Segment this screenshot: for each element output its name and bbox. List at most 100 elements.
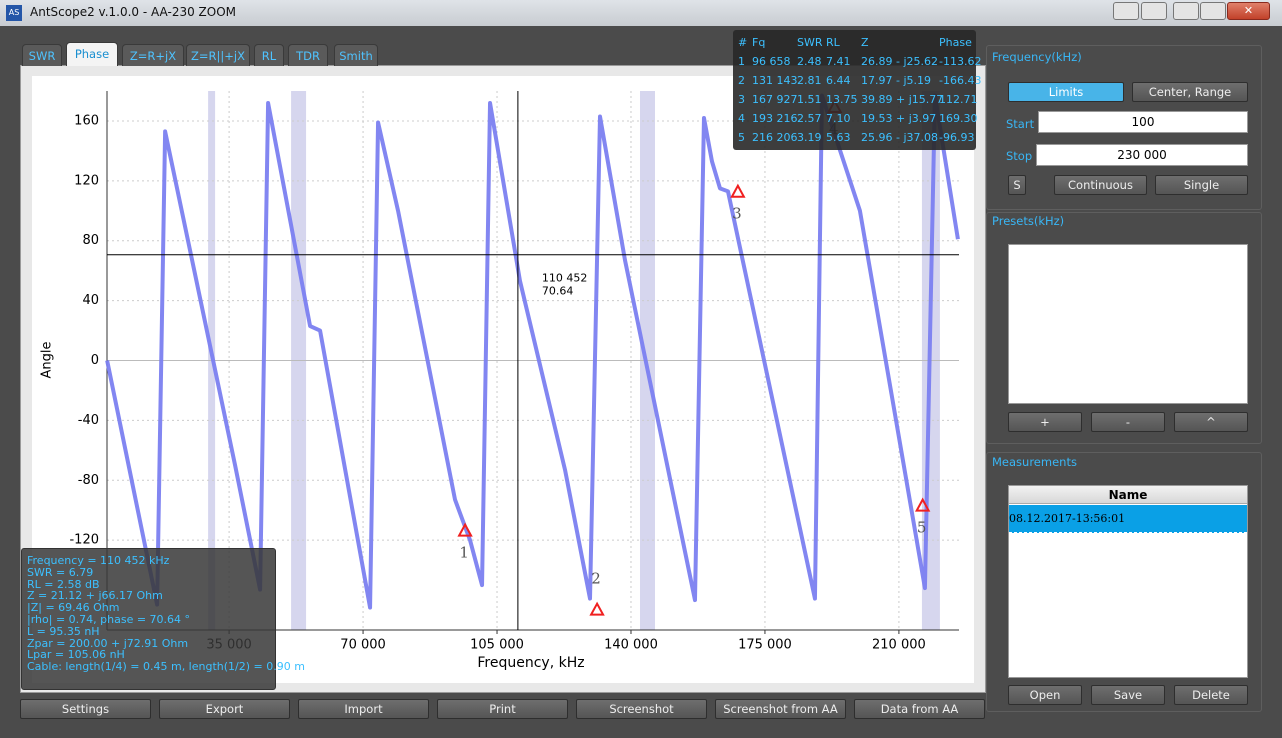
marker-table-cell: 4 [738,112,745,125]
minimize-button[interactable] [1173,2,1199,20]
app-icon: AS [6,5,22,21]
marker-table-cell: 112.71 [939,93,978,106]
measurement-button[interactable]: Delete [1174,685,1248,705]
cursor-info-panel: Frequency = 110 452 kHz SWR = 6.79 RL = 2.… [21,548,305,690]
x-tick-label: 175 000 [738,638,792,653]
marker-table-header: Phase [939,36,972,49]
marker-table-cell: 169.30 [939,112,978,125]
y-axis-title: Angle [40,342,55,379]
y-tick-label: 0 [91,353,99,368]
data-line [105,93,960,610]
marker-table-cell: 96 658 [752,55,791,68]
help-button[interactable] [1141,2,1167,20]
s-button[interactable]: S [1008,175,1026,195]
preset-button[interactable]: + [1008,412,1082,432]
start-input[interactable]: 100 [1038,111,1248,133]
marker [589,601,605,616]
info-line: Zpar = 200.00 + j72.91 Ohm [27,636,189,650]
marker-table-header: RL [826,36,840,49]
x-axis-title: Frequency, kHz [477,655,584,671]
toolbar-button[interactable]: Import [298,699,429,719]
tab[interactable]: Smith [334,44,378,66]
tab[interactable]: Phase [66,42,118,66]
tab[interactable]: RL [254,44,284,66]
toolbar-button[interactable]: Export [159,699,290,719]
info-line: |Z| = 69.46 Ohm [27,601,120,615]
x-tick-label: 210 000 [872,638,926,653]
marker-table-header: Z [861,36,869,49]
info-line: Lpar = 105.06 nH [27,648,125,662]
y-tick-label: 80 [82,233,99,248]
toolbar-button[interactable]: Settings [20,699,151,719]
toolbar-button[interactable]: Screenshot [576,699,707,719]
preset-button[interactable]: - [1091,412,1165,432]
marker-table-cell: 13.75 [826,93,858,106]
presets-list[interactable] [1008,244,1248,404]
y-tick-label: -120 [69,533,99,548]
marker-label: 5 [917,519,927,537]
center-range-button[interactable]: Center, Range [1132,82,1248,102]
preset-button[interactable]: ^ [1174,412,1248,432]
frequency-group [986,45,1262,210]
marker-table-cell: -96.93 [939,131,975,144]
limits-button[interactable]: Limits [1008,82,1124,102]
toolbar-button[interactable]: Screenshot from AA [715,699,846,719]
marker-table-cell: 1.51 [797,93,822,106]
marker-table-cell: 167 927 [752,93,798,106]
column-header: Name [1009,486,1247,504]
presets-group [986,212,1262,444]
stop-input[interactable]: 230 000 [1036,144,1248,166]
y-tick-label: 120 [74,173,99,188]
marker-table-cell: 131 143 [752,74,798,87]
marker-table-cell: 2.57 [797,112,822,125]
tab[interactable]: Z=R+jX [122,44,184,66]
marker-table-cell: 3.19 [797,131,822,144]
info-line: Cable: length(1/4) = 0.45 m, length(1/2)… [27,660,305,674]
marker-table-cell: 25.96 - j37.08 [861,131,938,144]
measurement-button[interactable]: Open [1008,685,1082,705]
marker-table-cell: 5 [738,131,745,144]
marker-table: # Fq SWR RL Z Phase 1 96 658 2.48 7.41 26.89 - j25… [733,30,981,150]
toolbar-button[interactable]: Data from AA [854,699,985,719]
marker-table-cell: 2 [738,74,745,87]
tab[interactable]: TDR [288,44,328,66]
maximize-button[interactable] [1200,2,1226,20]
info-line: |rho| = 0.74, phase = 70.64 ° [27,612,191,626]
continuous-button[interactable]: Continuous [1054,175,1147,195]
cursor-x-label: 110 452 [542,272,588,285]
marker-table-cell: -113.62 [939,55,982,68]
y-tick-label: -40 [78,413,99,428]
info-line: Frequency = 110 452 kHz [27,554,170,567]
marker-table-cell: 1 [738,55,745,68]
measurement-button[interactable]: Save [1091,685,1165,705]
marker-label: 1 [459,544,469,562]
close-button[interactable]: ✕ [1227,2,1270,20]
cursor-y-label: 70.64 [542,285,574,298]
marker [457,522,473,537]
toolbar-button[interactable]: Print [437,699,568,719]
marker-table-cell: 2.81 [797,74,822,87]
tab[interactable]: Z=R||+jX [186,44,250,66]
marker-table-cell: 17.97 - j5.19 [861,74,932,87]
window-title: AntScope2 v.1.0.0 - AA-230 ZOOM [30,5,237,19]
x-tick-label: 70 000 [340,638,386,653]
measurements-table: Name 08.12.2017-13:56:01 [1008,485,1248,678]
measurement-row[interactable]: 08.12.2017-13:56:01 [1009,505,1247,533]
single-button[interactable]: Single [1155,175,1248,195]
marker-table-cell: 193 216 [752,112,798,125]
marker-table-cell: 6.44 [826,74,851,87]
y-tick-label: -80 [78,473,99,488]
marker-table-cell: 7.41 [826,55,851,68]
marker-table-header: SWR [797,36,823,49]
marker-table-cell: 26.89 - j25.62 [861,55,938,68]
tab[interactable]: SWR [22,44,62,66]
start-label: Start [1006,117,1035,131]
marker-table-cell: 3 [738,93,745,106]
marker-table-cell: -166.43 [939,74,982,87]
y-tick-label: 40 [82,293,99,308]
stop-label: Stop [1006,149,1033,163]
info-line: SWR = 6.79 [27,565,94,579]
restore-button[interactable] [1113,2,1139,20]
marker-label: 2 [591,570,601,588]
